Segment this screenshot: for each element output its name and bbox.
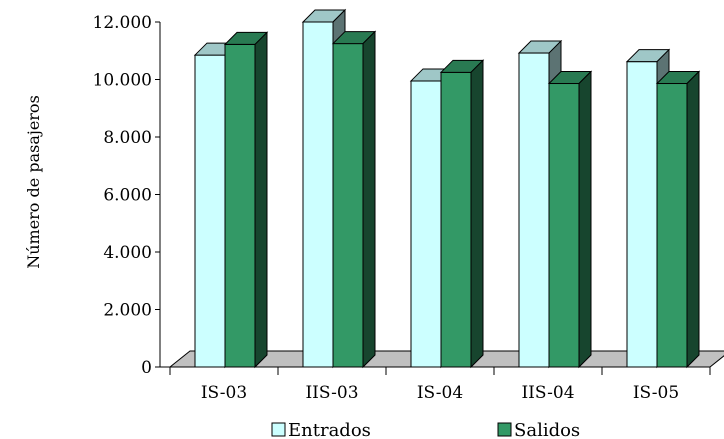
y-tick-label: 12.000: [93, 13, 152, 33]
x-tick-label: IS-04: [417, 383, 463, 403]
bar-front: [440, 71, 472, 368]
bar-salidos-iis-04: [547, 70, 593, 369]
bar-side: [362, 30, 376, 369]
bar-side: [254, 31, 268, 369]
legend-swatch-entrados: [271, 422, 286, 437]
y-tick-label: 4.000: [103, 243, 152, 263]
x-tick-label: IIS-03: [305, 383, 358, 403]
bar-salidos-iis-03: [331, 30, 377, 369]
legend-swatch-salidos: [497, 422, 512, 437]
y-tick-label: 6.000: [103, 186, 152, 206]
x-tick-label: IS-03: [201, 383, 247, 403]
bar-front: [518, 52, 550, 368]
y-tick-label: 0: [141, 358, 152, 378]
bar-side: [470, 59, 484, 369]
bar-front: [626, 61, 658, 368]
legend-label-salidos: Salidos: [514, 420, 580, 439]
bar-front: [332, 43, 364, 368]
x-tick-label: IS-05: [633, 383, 679, 403]
bar-front: [656, 83, 688, 368]
y-axis-title: Número de pasajeros: [24, 95, 43, 269]
bar-front: [548, 83, 580, 368]
bar-front: [410, 80, 442, 368]
x-tick-label: IIS-04: [521, 383, 574, 403]
bar-side: [686, 70, 700, 369]
bar-front: [224, 43, 256, 368]
legend-label-entrados: Entrados: [288, 420, 371, 439]
bar-side: [578, 70, 592, 369]
y-tick-label: 10.000: [93, 71, 152, 91]
y-tick-label: 2.000: [103, 301, 152, 321]
bar-front: [302, 21, 334, 368]
bar-front: [194, 54, 226, 368]
y-tick-label: 8.000: [103, 128, 152, 148]
bar-salidos-is-04: [439, 59, 485, 369]
bar-salidos-is-03: [223, 31, 269, 369]
bar-salidos-is-05: [655, 70, 701, 369]
